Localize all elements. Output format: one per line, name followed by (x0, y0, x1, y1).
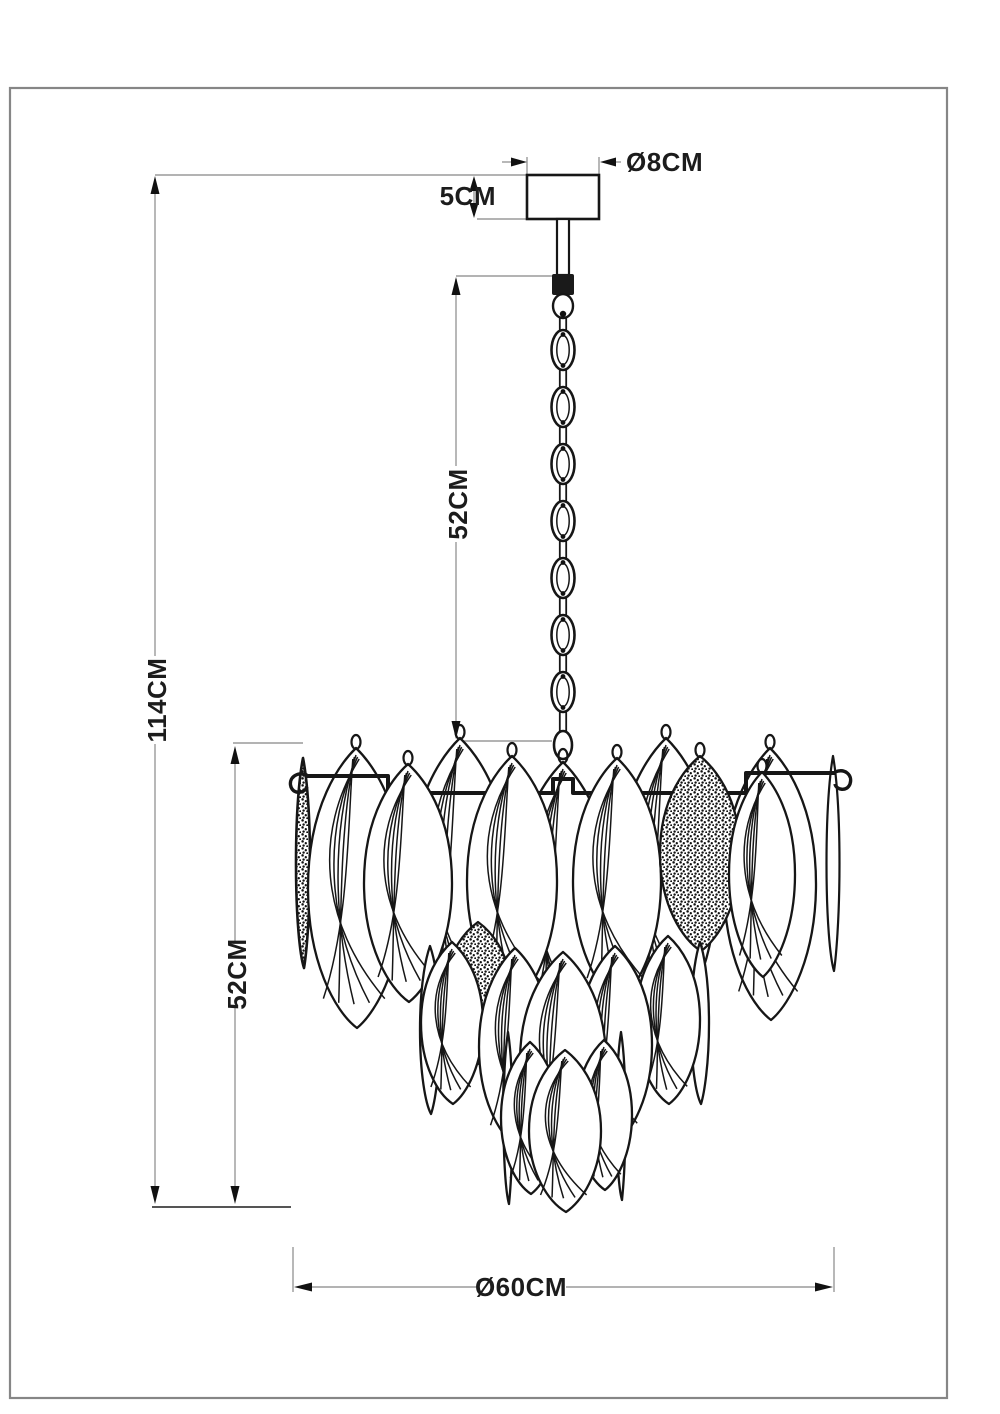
dimension-guides (152, 157, 835, 1292)
dimension-annotations: Ø8CM 5CM 52CM 114CM 52CM Ø60CM (142, 147, 833, 1302)
chain-link-pin (560, 420, 566, 425)
leaf-vein (592, 768, 644, 979)
leaf-textured (294, 756, 312, 970)
chain-link (550, 442, 576, 486)
chain-connector (552, 274, 574, 295)
chain-link-pin (560, 534, 566, 539)
leaf-vein (539, 1060, 563, 1196)
leaf-hook (660, 723, 672, 741)
leaf-hook (764, 733, 776, 751)
leaf-vein (649, 946, 688, 1087)
leaf-hook (506, 741, 518, 759)
leaf-element (727, 757, 797, 979)
leaf-outline (825, 754, 841, 973)
chain-link-pin (560, 705, 566, 710)
leaf-outline (727, 770, 797, 979)
leaf-hook (350, 733, 362, 751)
leaf-element (419, 940, 485, 1106)
chain-link (550, 328, 576, 372)
label-total-height: 114CM (142, 658, 172, 743)
canopy-stem (555, 217, 571, 277)
chain-link (550, 499, 576, 543)
leaf-vein (322, 758, 354, 999)
leaf-vein (749, 780, 762, 959)
connector-loop (551, 292, 575, 320)
chain-link-pin (560, 648, 566, 653)
leaf-vein (337, 754, 357, 1005)
leaf-vein (383, 774, 435, 978)
leaf-vein (600, 766, 617, 982)
chandelier-body (288, 723, 853, 1214)
leaf-vein (738, 782, 760, 956)
chain-link-pin (560, 363, 566, 368)
chain-link-pin (560, 389, 566, 394)
leaf-vein (655, 944, 668, 1089)
leaf-hook (611, 743, 623, 761)
chain-link (550, 613, 576, 657)
leaf-vein (544, 1060, 588, 1196)
chain-link-pin (560, 503, 566, 508)
hanging-chain (550, 318, 576, 761)
leaf-vein (743, 782, 783, 956)
chain-link-pin (560, 617, 566, 622)
chain-link-pin (560, 674, 566, 679)
leaf-hook (402, 749, 414, 767)
leaf-vein (551, 1058, 565, 1198)
leaf-vein (390, 770, 409, 982)
leaf-vein (328, 758, 386, 1000)
leaf-vein (377, 774, 406, 978)
leaf-vein (387, 772, 421, 981)
ceiling-canopy (525, 173, 601, 320)
chain-link (550, 670, 576, 714)
leaf-outline (362, 762, 454, 1004)
bar-hook-right (833, 769, 853, 791)
chain-link-pin (560, 477, 566, 482)
chain-link-pin (560, 591, 566, 596)
leaf-hook (694, 741, 706, 759)
leaf-vein (586, 768, 615, 979)
leaf-element (527, 1048, 603, 1214)
label-canopy-height: 5CM (440, 181, 496, 211)
leaf-element (825, 754, 841, 973)
leaf-vein (333, 756, 371, 1004)
leaf-element (362, 749, 454, 1004)
leaf-vein (391, 772, 408, 981)
body-hanger-loop (552, 729, 574, 761)
chain-link (550, 556, 576, 600)
label-chain-length: 52CM (443, 468, 473, 539)
chain-link-pin (560, 332, 566, 337)
chain-link-pin (560, 560, 566, 565)
leaf-outline (419, 940, 485, 1106)
leaf-outline (294, 756, 312, 970)
leaf-vein (434, 952, 472, 1088)
label-body-diameter: Ø60CM (475, 1272, 567, 1302)
label-canopy-diameter: Ø8CM (626, 147, 703, 177)
chain-link-pin (560, 446, 566, 451)
leaf-hook (756, 757, 768, 775)
suspension-bar (306, 771, 836, 795)
chain-link (550, 385, 576, 429)
leaf-hook (557, 747, 569, 765)
label-body-height: 52CM (222, 938, 252, 1009)
leaf-outline (527, 1048, 603, 1214)
drawing-border (8, 86, 949, 1400)
leaf-vein (337, 756, 356, 1003)
bar-hook-left (288, 772, 309, 794)
